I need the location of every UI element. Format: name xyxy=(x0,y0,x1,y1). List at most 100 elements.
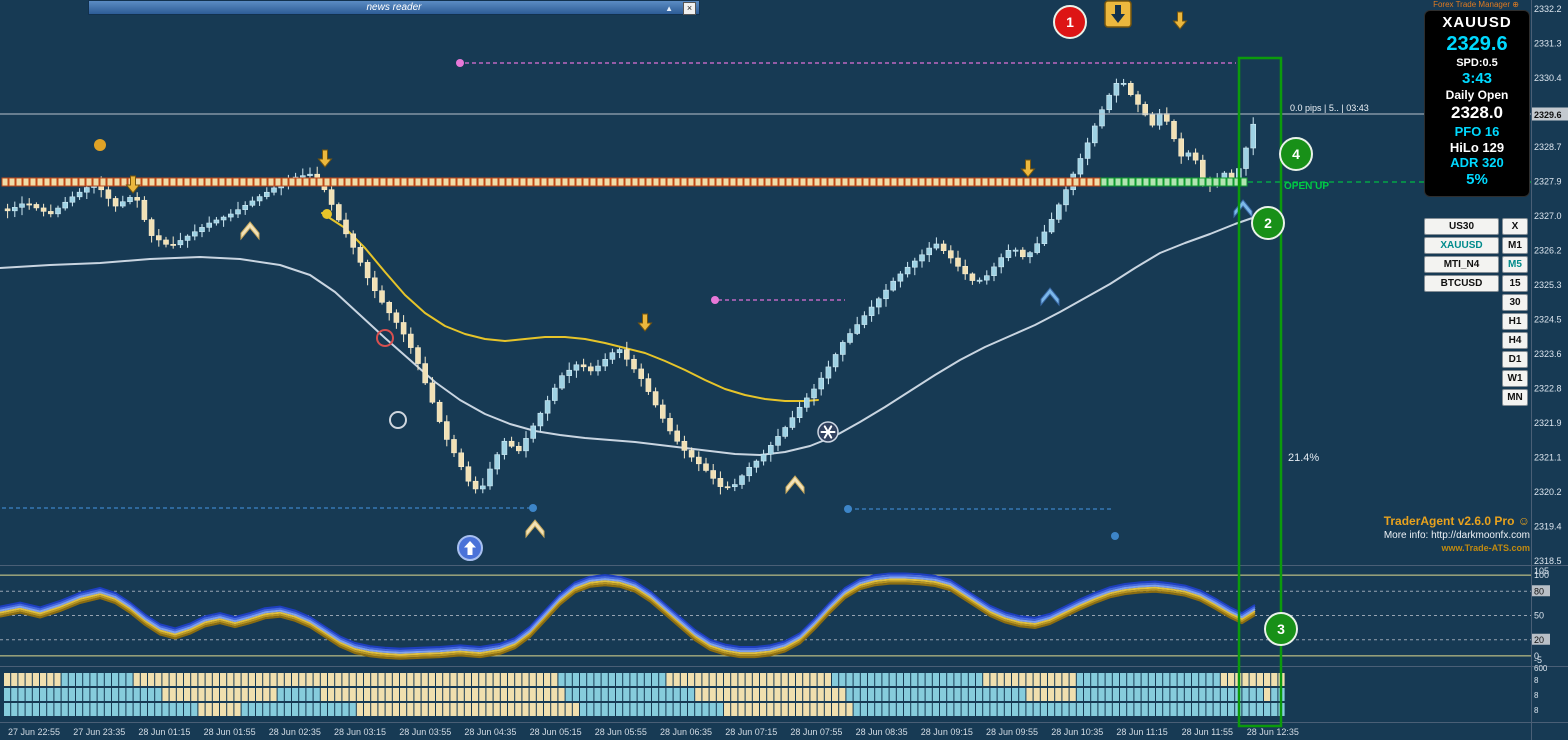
svg-text:2328.7: 2328.7 xyxy=(1534,142,1562,152)
svg-text:2331.3: 2331.3 xyxy=(1534,39,1562,49)
tm-daily-open-value: 2328.0 xyxy=(1451,103,1503,123)
news-reader-window[interactable]: news reader ▲ × xyxy=(88,0,700,15)
svg-text:2327.0: 2327.0 xyxy=(1534,211,1562,221)
close-icon[interactable]: × xyxy=(683,2,696,15)
signal-highlight-rect xyxy=(1237,56,1283,728)
svg-text:0: 0 xyxy=(1534,651,1539,661)
svg-text:28 Jun 03:55: 28 Jun 03:55 xyxy=(399,727,451,737)
svg-text:2330.4: 2330.4 xyxy=(1534,73,1562,83)
moving-averages xyxy=(0,212,1259,456)
tf-button-h1[interactable]: H1 xyxy=(1502,313,1528,330)
svg-text:27 Jun 23:35: 27 Jun 23:35 xyxy=(73,727,125,737)
collapse-icon[interactable]: ▲ xyxy=(665,4,673,13)
star-marker xyxy=(817,421,839,443)
svg-text:28 Jun 05:15: 28 Jun 05:15 xyxy=(530,727,582,737)
svg-text:4: 4 xyxy=(1292,146,1300,162)
symbol-button-xauusd[interactable]: XAUUSD xyxy=(1424,237,1499,254)
svg-text:3: 3 xyxy=(1277,621,1285,637)
symbol-button-us30[interactable]: US30 xyxy=(1424,218,1499,235)
tm-candle-timer: 3:43 xyxy=(1461,70,1493,88)
svg-text:2327.9: 2327.9 xyxy=(1534,177,1562,187)
tm-percent: 5% xyxy=(1466,171,1488,189)
news-reader-title: news reader xyxy=(366,2,422,13)
svg-text:28 Jun 03:15: 28 Jun 03:15 xyxy=(334,727,386,737)
svg-text:2329.6: 2329.6 xyxy=(1534,110,1562,120)
signal-arrows xyxy=(125,0,1253,561)
svg-text:28 Jun 01:55: 28 Jun 01:55 xyxy=(204,727,256,737)
svg-text:8: 8 xyxy=(1534,691,1539,700)
trade-manager-panel: XAUUSD 2329.6 SPD:0.5 3:43 Daily Open 23… xyxy=(1424,10,1530,197)
svg-text:2325.3: 2325.3 xyxy=(1534,280,1562,290)
svg-text:2322.8: 2322.8 xyxy=(1534,384,1562,394)
candles xyxy=(4,78,1256,495)
svg-text:50: 50 xyxy=(1534,611,1544,621)
tf-button-m1[interactable]: M1 xyxy=(1502,237,1528,254)
histogram-pane xyxy=(4,673,1285,716)
svg-text:2318.5: 2318.5 xyxy=(1534,556,1562,566)
trade-manager-watermark: Forex Trade Manager ⊕ xyxy=(1433,0,1519,9)
retracement-label: 21.4% xyxy=(1288,452,1320,464)
tf-button-15[interactable]: 15 xyxy=(1502,275,1528,292)
svg-text:2324.5: 2324.5 xyxy=(1534,315,1562,325)
svg-text:28 Jun 11:15: 28 Jun 11:15 xyxy=(1116,727,1167,737)
tf-button-h4[interactable]: H4 xyxy=(1502,332,1528,349)
svg-text:28 Jun 11:55: 28 Jun 11:55 xyxy=(1182,727,1233,737)
close-chart-button[interactable]: X xyxy=(1502,218,1528,235)
svg-text:8: 8 xyxy=(1534,676,1539,685)
trader-agent-info: More info: http://darkmoonfx.com xyxy=(1383,530,1530,541)
tm-symbol: XAUUSD xyxy=(1442,14,1512,31)
svg-text:-5: -5 xyxy=(1534,655,1542,665)
trader-agent-site: www.Trade-ATS.com xyxy=(1441,543,1530,553)
symbol-button-btcusd[interactable]: BTCUSD xyxy=(1424,275,1499,292)
ring-markers xyxy=(376,329,407,429)
svg-text:28 Jun 09:55: 28 Jun 09:55 xyxy=(986,727,1038,737)
svg-text:2: 2 xyxy=(1264,215,1272,231)
tf-button-mn[interactable]: MN xyxy=(1502,389,1528,406)
svg-text:28 Jun 04:35: 28 Jun 04:35 xyxy=(464,727,516,737)
svg-text:100: 100 xyxy=(1534,570,1549,580)
svg-text:2320.2: 2320.2 xyxy=(1534,487,1562,497)
symbol-button-mti-n4[interactable]: MTI_N4 xyxy=(1424,256,1499,273)
svg-text:28 Jun 05:55: 28 Jun 05:55 xyxy=(595,727,647,737)
svg-text:2321.9: 2321.9 xyxy=(1534,418,1562,428)
svg-text:600: 600 xyxy=(1534,664,1548,673)
svg-text:80: 80 xyxy=(1534,586,1544,596)
svg-text:2319.4: 2319.4 xyxy=(1534,522,1562,532)
svg-text:2332.2: 2332.2 xyxy=(1534,4,1562,14)
tm-daily-open-label: Daily Open xyxy=(1445,88,1509,103)
open-up-label: OPEN UP xyxy=(1284,181,1330,192)
svg-text:2323.6: 2323.6 xyxy=(1534,349,1562,359)
tm-hilo: HiLo 129 xyxy=(1449,139,1505,155)
svg-text:28 Jun 06:35: 28 Jun 06:35 xyxy=(660,727,712,737)
pips-info-label: 0.0 pips | 5.. | 03:43 xyxy=(1290,103,1369,113)
price-axis: 2332.2 2331.3 2330.4 2329.6 2328.7 2327.9 2327… xyxy=(1532,4,1568,566)
svg-text:28 Jun 10:35: 28 Jun 10:35 xyxy=(1051,727,1103,737)
tm-adr: ADR 320 xyxy=(1450,155,1504,171)
svg-text:2326.2: 2326.2 xyxy=(1534,246,1562,256)
svg-text:28 Jun 02:35: 28 Jun 02:35 xyxy=(269,727,321,737)
svg-text:28 Jun 07:55: 28 Jun 07:55 xyxy=(790,727,842,737)
svg-text:28 Jun 07:15: 28 Jun 07:15 xyxy=(725,727,777,737)
trader-agent-credits: TraderAgent v2.6.0 Pro ☺ More info: http… xyxy=(1384,514,1530,553)
tm-pfo: PFO 16 xyxy=(1454,123,1500,139)
tm-spread: SPD:0.5 xyxy=(1456,56,1498,69)
svg-text:8: 8 xyxy=(1534,706,1539,715)
svg-text:20: 20 xyxy=(1534,635,1544,645)
oscillator-pane xyxy=(0,572,1531,660)
dot-markers xyxy=(94,59,1119,540)
svg-text:28 Jun 08:35: 28 Jun 08:35 xyxy=(856,727,908,737)
numbered-markers: 1 2 4 3 xyxy=(1053,5,1313,646)
svg-text:27 Jun 22:55: 27 Jun 22:55 xyxy=(8,727,60,737)
tf-button-d1[interactable]: D1 xyxy=(1502,351,1528,368)
svg-text:28 Jun 09:15: 28 Jun 09:15 xyxy=(921,727,973,737)
daily-open-brick-line xyxy=(1,177,1248,187)
svg-text:28 Jun 12:35: 28 Jun 12:35 xyxy=(1247,727,1299,737)
tf-button-w1[interactable]: W1 xyxy=(1502,370,1528,387)
svg-text:2321.1: 2321.1 xyxy=(1534,453,1562,463)
tf-button-30[interactable]: 30 xyxy=(1502,294,1528,311)
tf-button-m5[interactable]: M5 xyxy=(1502,256,1528,273)
